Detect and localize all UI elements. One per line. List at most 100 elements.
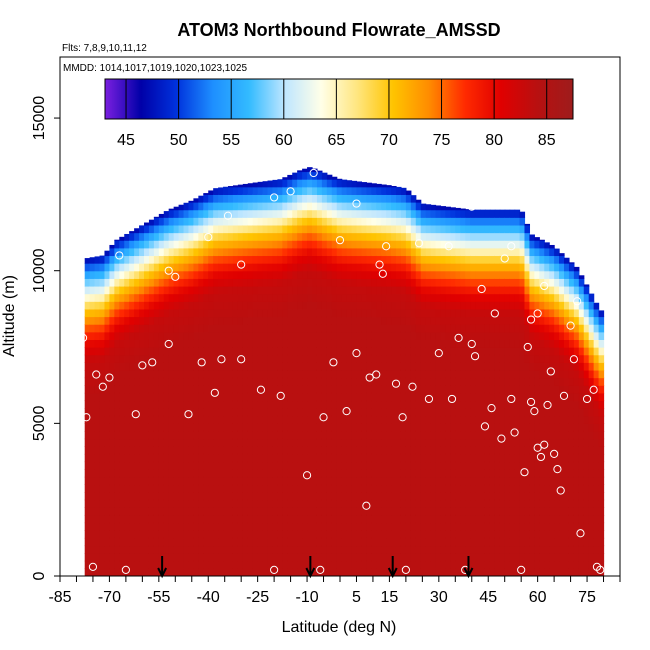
heatmap-cell <box>391 263 397 272</box>
heatmap-cell <box>153 263 160 272</box>
heatmap-cell <box>568 385 575 394</box>
heatmap-cell <box>223 385 229 394</box>
heatmap-cell <box>316 438 323 447</box>
heatmap-cell <box>484 385 491 394</box>
heatmap-cell <box>94 423 101 432</box>
heatmap-cell <box>173 369 180 379</box>
heatmap-cell <box>168 545 175 554</box>
heatmap-cell <box>568 514 575 524</box>
heatmap-cell <box>435 423 442 432</box>
heatmap-cell <box>297 560 303 569</box>
heatmap-cell <box>213 446 219 455</box>
heatmap-cell <box>450 207 456 211</box>
heatmap-cell <box>475 514 481 524</box>
heatmap-cell <box>252 186 259 195</box>
heatmap-cell <box>109 522 115 531</box>
heatmap-cell <box>232 392 239 402</box>
heatmap-cell <box>193 385 199 394</box>
heatmap-cell <box>148 331 155 340</box>
heatmap-cell <box>376 484 382 493</box>
heatmap-cell <box>124 545 130 554</box>
heatmap-cell <box>218 568 224 576</box>
heatmap-cell <box>228 308 234 318</box>
heatmap-cell <box>351 301 358 310</box>
heatmap-cell <box>366 270 372 279</box>
heatmap-cell <box>134 324 140 333</box>
heatmap-cell <box>445 415 451 424</box>
heatmap-cell <box>341 453 348 463</box>
heatmap-cell <box>583 316 590 325</box>
heatmap-cell <box>307 362 313 371</box>
heatmap-cell <box>435 446 442 455</box>
heatmap-cell <box>158 377 165 386</box>
heatmap-cell <box>139 469 145 478</box>
heatmap-cell <box>549 244 555 249</box>
heatmap-cell <box>302 484 308 493</box>
heatmap-cell <box>455 347 461 356</box>
heatmap-cell <box>356 507 363 516</box>
heatmap-cell <box>242 369 249 379</box>
heatmap-cell <box>272 514 279 524</box>
heatmap-cell <box>282 177 288 180</box>
heatmap-cell <box>396 270 402 279</box>
heatmap-cell <box>218 369 224 379</box>
heatmap-cell <box>440 507 447 516</box>
heatmap-cell <box>277 423 283 432</box>
heatmap-cell <box>430 316 437 325</box>
heatmap-cell <box>188 347 195 356</box>
heatmap-cell <box>519 217 526 226</box>
heatmap-cell <box>534 278 540 287</box>
heatmap-cell <box>297 385 303 394</box>
heatmap-cell <box>139 537 145 547</box>
heatmap-cell <box>391 560 397 569</box>
heatmap-cell <box>302 392 308 402</box>
heatmap-cell <box>405 339 412 348</box>
heatmap-cell <box>302 285 308 295</box>
heatmap-cell <box>277 537 283 547</box>
heatmap-cell <box>129 461 135 470</box>
heatmap-cell <box>193 354 199 363</box>
heatmap-cell <box>386 415 392 424</box>
heatmap-cell <box>573 545 580 554</box>
heatmap-cell <box>381 537 387 547</box>
heatmap-cell <box>524 537 531 547</box>
heatmap-cell <box>247 484 254 493</box>
heatmap-cell <box>173 217 180 226</box>
heatmap-cell <box>588 476 595 486</box>
heatmap-cell <box>183 293 190 302</box>
heatmap-cell <box>559 255 565 264</box>
heatmap-cell <box>312 168 318 173</box>
heatmap-cell <box>465 217 471 226</box>
heatmap-cell <box>376 423 382 432</box>
heatmap-cell <box>331 469 338 478</box>
heatmap-cell <box>144 484 150 493</box>
heatmap-cell <box>163 522 170 531</box>
heatmap-cell <box>144 362 150 371</box>
heatmap-cell <box>435 255 442 264</box>
heatmap-cell <box>410 553 417 562</box>
heatmap-cell <box>400 514 407 524</box>
heatmap-cell <box>484 240 491 249</box>
heatmap-cell <box>400 499 407 508</box>
heatmap-cell <box>386 492 392 501</box>
heatmap-cell <box>237 240 244 249</box>
heatmap-cell <box>316 430 323 440</box>
heatmap-cell <box>405 247 412 257</box>
heatmap-cell <box>213 484 219 493</box>
heatmap-cell <box>312 285 318 295</box>
heatmap-cell <box>208 469 214 478</box>
heatmap-cell <box>415 324 422 333</box>
heatmap-cell <box>148 308 155 318</box>
heatmap-cell <box>351 339 358 348</box>
heatmap-cell <box>297 186 303 195</box>
heatmap-cell <box>480 385 486 394</box>
heatmap-cell <box>99 545 106 554</box>
heatmap-cell <box>262 331 269 340</box>
heatmap-cell <box>242 446 249 455</box>
heatmap-cell <box>440 392 447 402</box>
heatmap-cell <box>237 453 244 463</box>
heatmap-cell <box>524 522 531 531</box>
heatmap-cell <box>544 568 550 576</box>
heatmap-cell <box>509 499 516 508</box>
heatmap-cell <box>554 514 560 524</box>
